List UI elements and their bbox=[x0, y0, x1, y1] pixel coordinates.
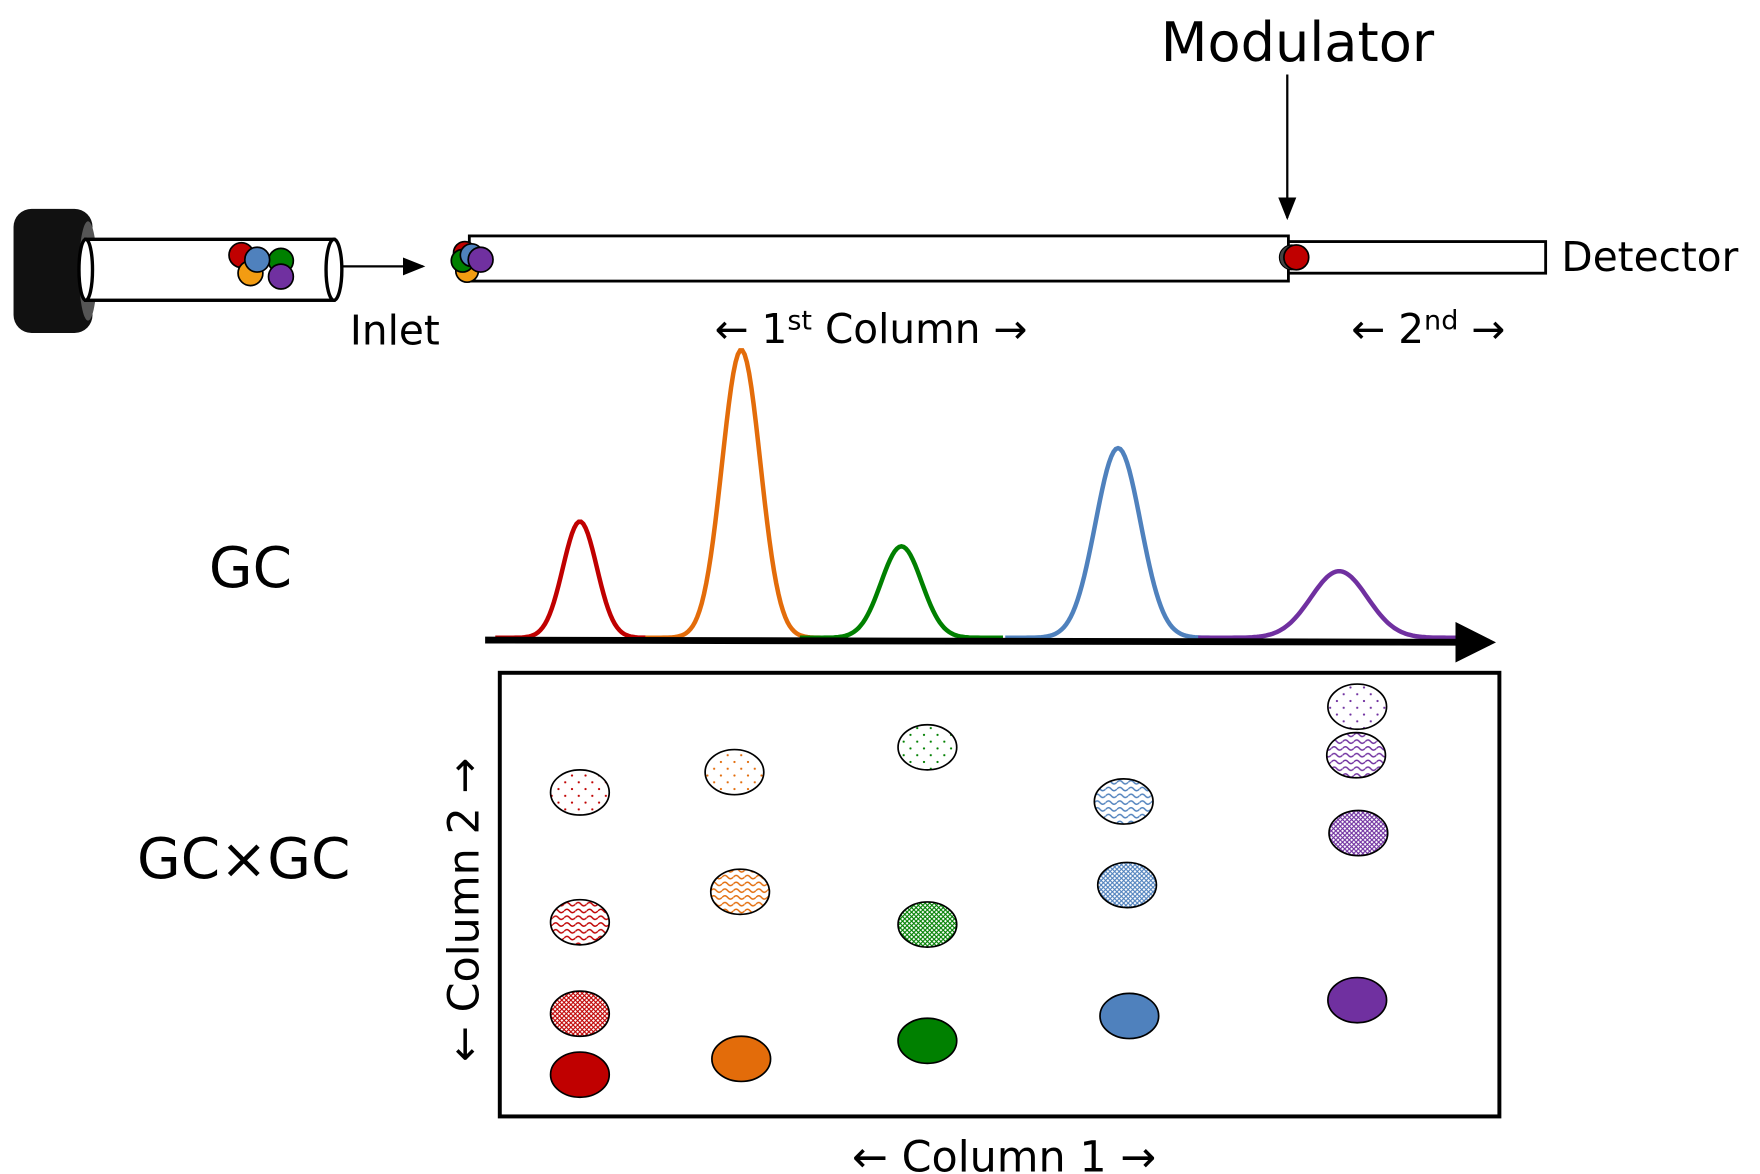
spot bbox=[549, 1051, 611, 1099]
column-inlet-mix bbox=[450, 240, 494, 284]
spot bbox=[897, 723, 958, 771]
syringe-tube-open bbox=[324, 237, 344, 302]
second-column-suffix: → bbox=[1458, 305, 1505, 353]
spot bbox=[897, 1017, 958, 1065]
spot bbox=[704, 748, 765, 796]
column-1-axis-label: ← Column 1 → bbox=[852, 1133, 1156, 1174]
spot bbox=[1096, 861, 1158, 909]
syringe-cap bbox=[13, 208, 93, 334]
detector-label: Detector bbox=[1561, 233, 1738, 281]
spot bbox=[1325, 731, 1387, 779]
time-axis bbox=[485, 621, 1496, 663]
spot bbox=[1093, 778, 1154, 825]
peak bbox=[1198, 568, 1481, 641]
column-2-axis-label: ← Column 2 → bbox=[439, 758, 489, 1062]
first-column-suffix: Column → bbox=[812, 305, 1027, 353]
spot bbox=[709, 868, 771, 916]
spot bbox=[549, 769, 611, 816]
second-column-prefix: ← 2 bbox=[1351, 305, 1424, 353]
analyte-mix bbox=[228, 241, 295, 290]
spot bbox=[549, 990, 611, 1038]
first-column bbox=[467, 234, 1290, 283]
peak bbox=[799, 544, 1003, 641]
peak bbox=[495, 519, 665, 641]
first-column-sup: st bbox=[787, 306, 812, 337]
gc-label: GC bbox=[209, 536, 292, 601]
spot bbox=[711, 1035, 772, 1083]
second-column bbox=[1287, 240, 1548, 275]
spot bbox=[897, 901, 958, 948]
gcxgc-spots bbox=[549, 683, 1389, 1099]
spot bbox=[549, 898, 611, 946]
modulator-label: Modulator bbox=[1161, 11, 1435, 74]
first-column-label: ← 1st Column → bbox=[715, 305, 1028, 353]
gcxgc-label: GC×GC bbox=[137, 827, 350, 892]
spot bbox=[1327, 683, 1388, 731]
syringe-tube bbox=[84, 237, 336, 302]
peak bbox=[645, 348, 838, 641]
peak bbox=[1005, 445, 1231, 641]
spot bbox=[1327, 976, 1388, 1024]
modulated-band bbox=[1283, 244, 1310, 271]
spot bbox=[1099, 992, 1160, 1040]
chromatogram bbox=[495, 348, 1481, 641]
second-column-sup: nd bbox=[1424, 306, 1458, 337]
syringe-tube-end bbox=[77, 237, 95, 302]
first-column-prefix: ← 1 bbox=[715, 305, 788, 353]
spot bbox=[1328, 809, 1389, 857]
inlet-label: Inlet bbox=[350, 306, 440, 354]
second-column-label: ← 2nd → bbox=[1351, 305, 1505, 353]
